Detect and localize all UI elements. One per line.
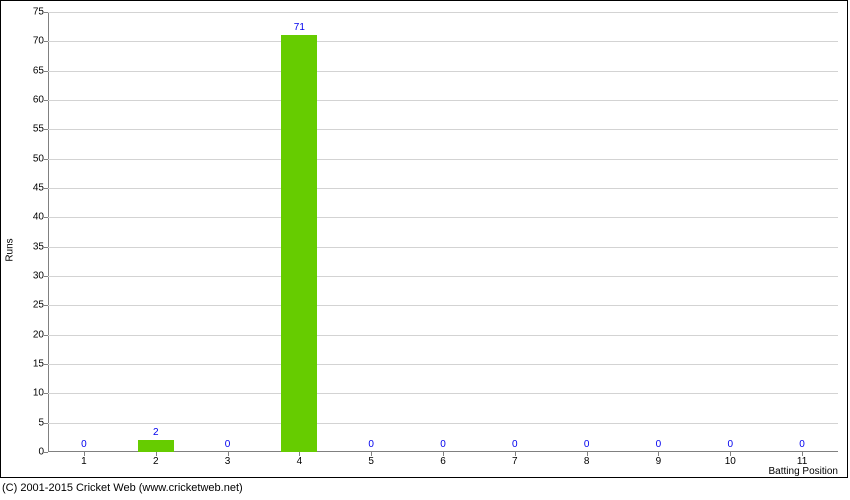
y-tick-label: 45 — [14, 183, 44, 194]
bar — [281, 35, 317, 452]
gridline — [48, 100, 838, 101]
x-tick-label: 1 — [81, 456, 87, 467]
y-tick-label: 25 — [14, 300, 44, 311]
x-tick-label: 3 — [225, 456, 231, 467]
gridline — [48, 129, 838, 130]
bar-value-label: 0 — [440, 439, 446, 450]
bar-value-label: 0 — [512, 439, 518, 450]
x-axis-title: Batting Position — [769, 466, 839, 477]
y-tick-label: 15 — [14, 359, 44, 370]
bar-value-label: 0 — [799, 439, 805, 450]
gridline — [48, 12, 838, 13]
y-tick-label: 35 — [14, 241, 44, 252]
y-tick-mark — [44, 452, 48, 453]
x-tick-label: 5 — [368, 456, 374, 467]
y-tick-label: 5 — [14, 417, 44, 428]
gridline — [48, 41, 838, 42]
x-tick-label: 8 — [584, 456, 590, 467]
bar-value-label: 0 — [225, 439, 231, 450]
y-tick-label: 10 — [14, 388, 44, 399]
gridline — [48, 159, 838, 160]
y-tick-label: 0 — [14, 447, 44, 458]
y-tick-label: 55 — [14, 124, 44, 135]
bar-value-label: 0 — [727, 439, 733, 450]
y-tick-label: 75 — [14, 7, 44, 18]
y-tick-label: 70 — [14, 36, 44, 47]
gridline — [48, 393, 838, 394]
gridline — [48, 217, 838, 218]
y-tick-label: 65 — [14, 65, 44, 76]
x-tick-label: 2 — [153, 456, 159, 467]
x-tick-label: 9 — [656, 456, 662, 467]
bar-value-label: 0 — [656, 439, 662, 450]
gridline — [48, 423, 838, 424]
x-tick-label: 7 — [512, 456, 518, 467]
y-axis-title: Runs — [5, 238, 16, 261]
gridline — [48, 247, 838, 248]
gridline — [48, 364, 838, 365]
x-tick-label: 10 — [725, 456, 736, 467]
y-tick-label: 50 — [14, 153, 44, 164]
gridline — [48, 188, 838, 189]
plot-area: 0 2 0 71 0 0 0 0 0 0 0 — [48, 12, 838, 452]
gridline — [48, 305, 838, 306]
copyright-text: (C) 2001-2015 Cricket Web (www.cricketwe… — [2, 482, 243, 494]
y-tick-label: 40 — [14, 212, 44, 223]
bar — [138, 440, 174, 452]
gridline — [48, 276, 838, 277]
y-tick-label: 30 — [14, 271, 44, 282]
y-tick-label: 20 — [14, 329, 44, 340]
bar-value-label: 0 — [81, 439, 87, 450]
gridline — [48, 335, 838, 336]
bar-value-label: 0 — [584, 439, 590, 450]
bar-value-label: 0 — [368, 439, 374, 450]
gridline — [48, 71, 838, 72]
x-tick-label: 6 — [440, 456, 446, 467]
bar-value-label: 2 — [153, 427, 159, 438]
bar-value-label: 71 — [294, 22, 305, 33]
y-tick-label: 60 — [14, 95, 44, 106]
x-tick-label: 4 — [297, 456, 303, 467]
y-axis-line — [48, 12, 49, 452]
